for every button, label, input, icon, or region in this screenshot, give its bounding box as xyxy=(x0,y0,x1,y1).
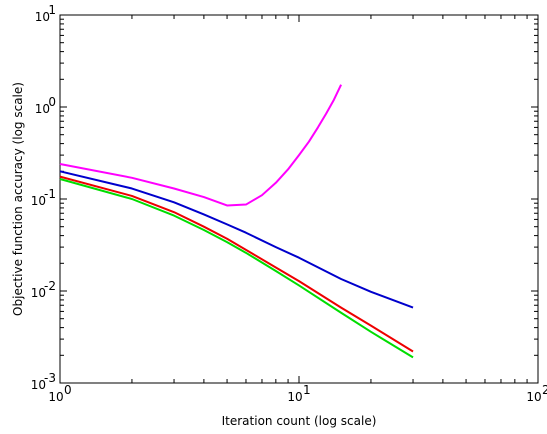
series-line-1 xyxy=(59,84,342,207)
y-tick-label: -110 xyxy=(31,187,56,208)
y-tick-label-exponent: 1 xyxy=(48,3,56,17)
x-tick-label-exponent: 0 xyxy=(64,383,72,397)
x-tick-label: 10 1 xyxy=(287,383,310,404)
y-tick-label-exponent: -1 xyxy=(44,187,56,201)
y-tick-label-exponent: -3 xyxy=(44,371,56,385)
series-layer xyxy=(59,84,414,359)
y-axis-label: Objective function accuracy (log scale) xyxy=(11,82,25,316)
y-tick-label-exponent: -2 xyxy=(44,279,56,293)
y-tick-label: 110 xyxy=(35,3,56,24)
ticks-layer xyxy=(59,14,539,384)
y-tick-label-base: 10 xyxy=(35,102,50,116)
x-tick-label-exponent: 1 xyxy=(303,383,311,397)
x-axis-label: Iteration count (log scale) xyxy=(222,414,377,428)
series-line-4 xyxy=(59,178,414,359)
y-tick-label-base: 10 xyxy=(31,286,46,300)
x-tick-label-base: 10 xyxy=(287,390,302,404)
x-tick-label-base: 10 xyxy=(526,390,541,404)
y-tick-label-base: 10 xyxy=(35,10,50,24)
x-tick-label: 10 2 xyxy=(526,383,547,404)
y-tick-label: -210 xyxy=(31,279,56,300)
series-line-2 xyxy=(59,170,414,309)
y-tick-label-base: 10 xyxy=(31,194,46,208)
series-line-3 xyxy=(59,175,414,353)
x-tick-label-base: 10 xyxy=(48,390,63,404)
y-tick-label-exponent: 0 xyxy=(48,95,56,109)
x-tick-label-exponent: 2 xyxy=(542,383,547,397)
y-tick-label: 010 xyxy=(35,95,56,116)
y-tick-label-base: 10 xyxy=(31,378,46,392)
x-tick-label: 10 0 xyxy=(48,383,71,404)
y-tick-label: -310 xyxy=(31,371,56,392)
